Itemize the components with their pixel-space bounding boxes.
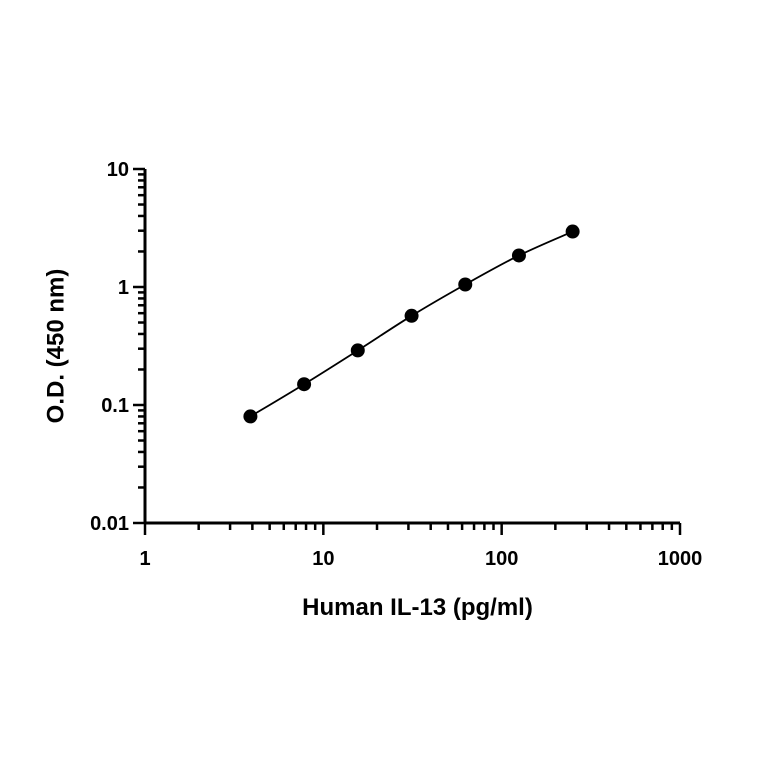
x-tick-label: 1 [139, 548, 150, 570]
x-axis-title: Human IL-13 (pg/ml) [302, 594, 533, 621]
data-points [243, 224, 580, 424]
x-tick-label: 1000 [658, 548, 703, 570]
axes [143, 169, 680, 525]
ticks [133, 167, 682, 535]
data-point [565, 224, 580, 239]
data-point [458, 277, 473, 292]
x-tick-label: 100 [485, 548, 518, 570]
data-point [243, 409, 258, 424]
data-point [511, 248, 526, 263]
y-axis-title: O.D. (450 nm) [42, 269, 69, 424]
data-point [350, 343, 365, 358]
x-tick-label: 10 [312, 548, 334, 570]
y-tick-label: 0.1 [101, 395, 129, 417]
y-tick-label: 10 [107, 159, 129, 181]
data-point [297, 377, 312, 392]
tick-labels: 1 10 100 1000 0.01 0.1 1 10 [90, 159, 702, 570]
y-tick-label: 0.01 [90, 513, 129, 535]
data-point [404, 308, 419, 323]
y-tick-label: 1 [118, 277, 129, 299]
